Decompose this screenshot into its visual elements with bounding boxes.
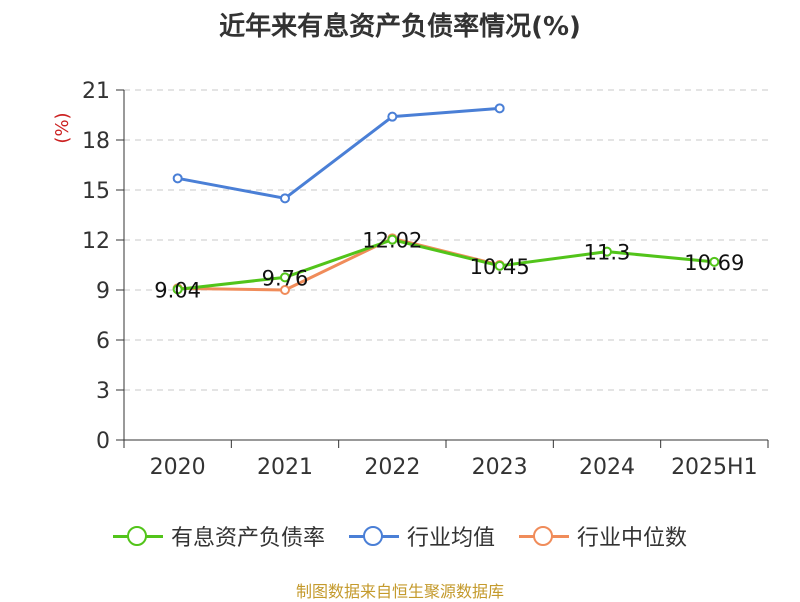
data-point	[280, 272, 290, 283]
data-label: 12.02	[362, 229, 422, 253]
y-tick-label: 9	[96, 279, 110, 304]
data-point	[387, 111, 398, 122]
data-point	[172, 173, 183, 184]
data-label: 10.45	[470, 255, 530, 279]
series-lines	[172, 103, 720, 295]
y-tick-label: 0	[96, 429, 110, 454]
data-point	[280, 285, 290, 295]
y-tick-label: 15	[82, 179, 110, 204]
series-line	[177, 236, 501, 292]
y-axis-label: (%)	[52, 112, 73, 143]
data-label: 9.76	[262, 266, 309, 290]
data-label: 11.3	[584, 241, 631, 265]
legend-label: 行业均值	[406, 526, 495, 551]
x-tick-label: 2025H1	[671, 455, 758, 480]
data-point	[387, 234, 398, 245]
x-tick-label: 2022	[364, 455, 420, 480]
y-tick-label: 18	[82, 129, 110, 154]
data-point	[602, 246, 612, 257]
x-tick-label: 2023	[472, 455, 528, 480]
legend-swatch-icon	[112, 526, 163, 546]
series-line	[177, 238, 715, 291]
legend-label: 行业中位数	[577, 526, 688, 551]
source-note: 制图数据来自恒生聚源数据库	[295, 582, 504, 601]
legend-swatch-icon	[519, 526, 569, 546]
data-point	[494, 260, 505, 271]
data-point	[494, 103, 505, 114]
chart-title: 近年来有息资产负债率情况(%)	[219, 12, 581, 42]
x-tick-label: 2020	[150, 455, 206, 480]
y-tick-label: 21	[82, 79, 110, 104]
data-point	[709, 256, 720, 267]
grid-lines	[124, 89, 768, 391]
y-tick-label: 12	[82, 229, 110, 254]
series-line	[177, 106, 500, 200]
y-tick-label: 3	[96, 379, 110, 404]
x-tick-label: 2024	[579, 455, 635, 480]
legend-item-industry-median[interactable]: 行业中位数	[519, 520, 687, 552]
data-labels: 9.04 9.76 12.02 10.45 11.3 10.69	[154, 229, 744, 303]
x-tick-label: 2021	[257, 455, 313, 480]
data-point	[172, 284, 183, 295]
legend-item-industry-mean[interactable]: 行业均值	[348, 520, 495, 552]
data-label: 9.04	[154, 278, 201, 302]
y-tick-label: 6	[96, 329, 110, 354]
data-point	[280, 193, 290, 204]
data-label: 10.69	[684, 251, 744, 275]
axes: 0 3 6 9 12 15 18 21 2020 2021 2022 2023 2024 2025H1 (%…	[52, 79, 769, 480]
legend-item-debt-ratio[interactable]: 有息资产负债率	[112, 520, 325, 552]
legend-swatch-icon	[348, 526, 399, 546]
legend-label: 有息资产负债率	[170, 526, 325, 551]
legend: 有息资产负债率 行业均值 行业中位数	[0, 520, 800, 552]
